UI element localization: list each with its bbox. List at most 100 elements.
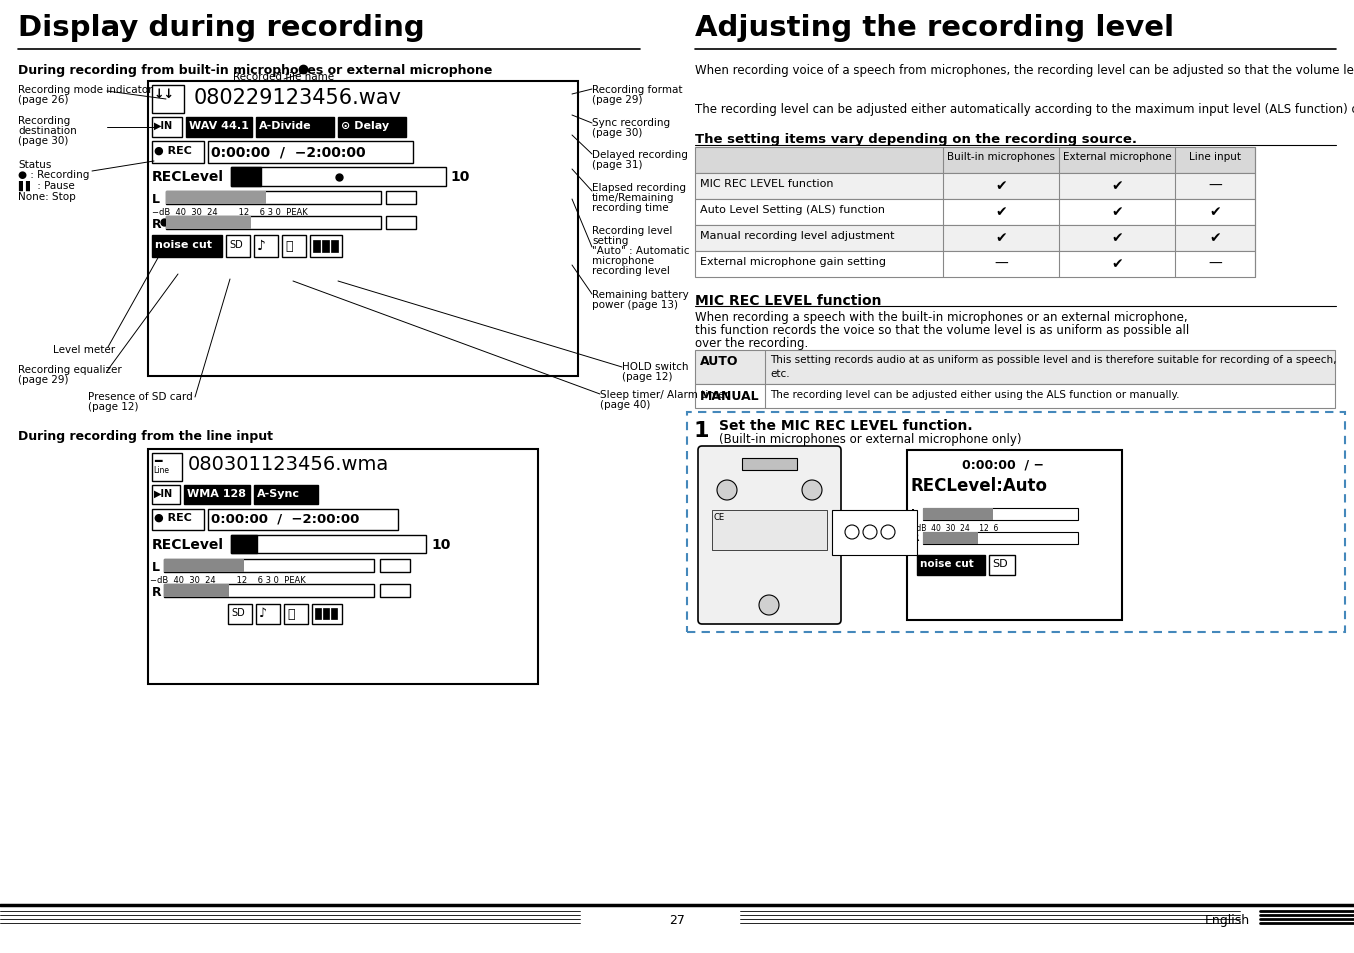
Text: SD: SD [232, 607, 245, 618]
Text: Line: Line [153, 465, 169, 475]
Text: 0:00:00  /  −2:00:00: 0:00:00 / −2:00:00 [211, 146, 366, 160]
Bar [695, 200, 1255, 226]
Text: This setting records audio at as uniform as possible level and is therefore suit: This setting records audio at as uniform… [770, 355, 1336, 365]
Bar [209, 142, 413, 164]
Text: ✔: ✔ [1112, 205, 1122, 219]
Text: RECLevel: RECLevel [152, 537, 223, 552]
Circle shape [845, 525, 858, 539]
Text: ✔: ✔ [1209, 205, 1221, 219]
Text: ♪: ♪ [257, 239, 265, 253]
Bar [282, 235, 306, 257]
Text: (page 30): (page 30) [592, 128, 642, 138]
Bar [712, 511, 827, 551]
Text: English: English [1205, 913, 1250, 926]
Text: ♪: ♪ [259, 606, 267, 619]
Text: 1: 1 [693, 420, 708, 440]
Text: ⚿: ⚿ [284, 240, 292, 253]
Circle shape [760, 596, 779, 616]
Bar [695, 385, 1335, 409]
Bar [164, 559, 244, 573]
Bar [232, 536, 257, 554]
Text: microphone: microphone [592, 255, 654, 266]
Text: 27: 27 [669, 913, 685, 926]
Bar [164, 584, 374, 598]
Bar [226, 235, 250, 257]
Text: SD: SD [992, 558, 1007, 568]
Text: (page 29): (page 29) [592, 95, 643, 105]
Text: MIC REC LEVEL: MIC REC LEVEL [837, 514, 904, 522]
Text: MIC REC LEVEL function: MIC REC LEVEL function [700, 179, 834, 189]
Bar [152, 235, 222, 257]
Text: (page 30): (page 30) [18, 136, 68, 146]
Text: None: Stop: None: Stop [18, 192, 76, 202]
Bar [209, 510, 398, 531]
Text: Built-in microphones: Built-in microphones [946, 152, 1055, 162]
Text: destination: destination [18, 126, 77, 136]
Text: During recording from the line input: During recording from the line input [18, 430, 274, 442]
Text: Line input: Line input [1189, 152, 1242, 162]
Bar [923, 509, 1078, 520]
Text: 0:00:00  /  −2:00:00: 0:00:00 / −2:00:00 [211, 513, 359, 525]
Bar [386, 192, 416, 205]
Text: ✔: ✔ [1112, 256, 1122, 271]
Text: etc.: etc. [770, 369, 789, 378]
Text: 0:00:00  / −: 0:00:00 / − [961, 458, 1044, 472]
Bar [255, 235, 278, 257]
Text: Manual recording level adjustment: Manual recording level adjustment [700, 231, 895, 241]
Text: RECLevel: RECLevel [152, 170, 223, 184]
Bar [324, 608, 329, 619]
Bar [152, 510, 204, 531]
Text: Remaining battery: Remaining battery [592, 290, 689, 299]
Bar [338, 118, 406, 138]
Text: this function records the voice so that the volume level is as uniform as possib: this function records the voice so that … [695, 324, 1189, 336]
Text: Recording level: Recording level [592, 226, 673, 235]
Text: Sync recording: Sync recording [592, 118, 670, 128]
Bar [164, 559, 374, 573]
Bar [330, 608, 337, 619]
Bar [315, 608, 321, 619]
Text: Presence of SD card: Presence of SD card [88, 392, 192, 401]
Text: Set the MIC REC LEVEL function.: Set the MIC REC LEVEL function. [719, 418, 972, 433]
Circle shape [802, 480, 822, 500]
Text: 10: 10 [431, 537, 451, 552]
Text: (page 40): (page 40) [600, 399, 650, 410]
Bar [907, 451, 1122, 620]
Text: When recording voice of a speech from microphones, the recording level can be ad: When recording voice of a speech from mi… [695, 64, 1354, 77]
Text: Auto Level Setting (ALS) function: Auto Level Setting (ALS) function [700, 205, 886, 214]
Text: —: — [994, 256, 1007, 271]
Bar [152, 142, 204, 164]
Text: ✔: ✔ [995, 179, 1007, 193]
Bar [923, 533, 978, 544]
Bar [232, 536, 427, 554]
Bar [232, 168, 445, 187]
Text: WMA 128: WMA 128 [187, 489, 246, 498]
Bar [311, 604, 343, 624]
Text: R: R [911, 533, 919, 542]
Text: R: R [152, 218, 161, 231]
Text: 080229123456.wav: 080229123456.wav [194, 88, 402, 108]
FancyBboxPatch shape [686, 413, 1345, 633]
Bar [742, 458, 798, 471]
Text: CE: CE [714, 513, 726, 521]
Bar [310, 235, 343, 257]
Bar [167, 192, 380, 205]
Bar [917, 556, 984, 576]
Bar [380, 584, 410, 598]
Text: A-Sync: A-Sync [257, 489, 301, 498]
Text: 080301123456.wma: 080301123456.wma [188, 455, 389, 474]
Text: 10: 10 [450, 170, 470, 184]
FancyBboxPatch shape [699, 447, 841, 624]
Text: MIC REC LEVEL function: MIC REC LEVEL function [695, 294, 881, 308]
Text: −dB  40  30  24    12  6: −dB 40 30 24 12 6 [910, 523, 998, 533]
Text: External microphone: External microphone [1063, 152, 1171, 162]
Text: Recording equalizer: Recording equalizer [18, 365, 122, 375]
Bar [167, 216, 380, 230]
Text: The recording level can be adjusted either automatically according to the maximu: The recording level can be adjusted eith… [695, 103, 1354, 116]
Bar [923, 509, 992, 520]
Text: MANUAL  AUTO: MANUAL AUTO [839, 543, 899, 553]
Text: (Built-in microphones or external microphone only): (Built-in microphones or external microp… [719, 433, 1021, 446]
Bar [284, 604, 307, 624]
Circle shape [718, 520, 737, 540]
Bar [152, 118, 181, 138]
Text: (page 12): (page 12) [88, 401, 138, 412]
